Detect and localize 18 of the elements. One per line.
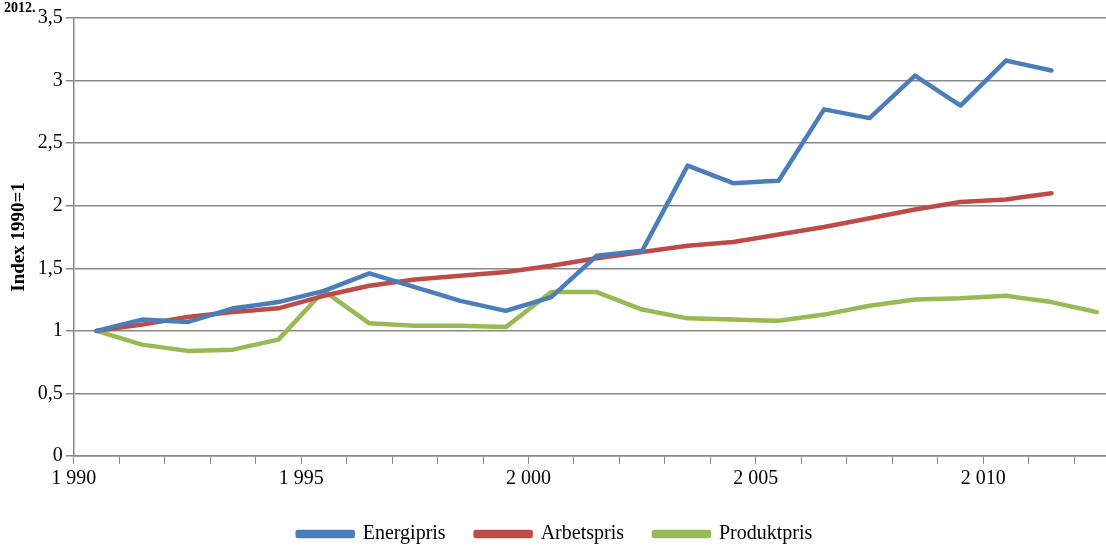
y-tick-label: 2 [52,192,63,215]
y-axis-title: Index 1990=1 [7,182,29,292]
legend-label: Arbetspris [540,521,625,545]
y-tick-label: 1,5 [37,255,63,278]
y-tick-label: 3,5 [37,5,63,28]
text: 2012. [4,0,36,15]
legend-label: Energipris [362,521,446,545]
y-tick-label: 0 [52,443,63,466]
x-tick-label: 2 000 [506,466,552,489]
legend-label: Produktpris [718,521,813,545]
x-tick-label: 1 990 [51,466,97,489]
y-tick-label: 1 [52,318,63,341]
x-tick-label: 2 005 [733,466,779,489]
y-tick-label: 2,5 [37,130,63,153]
y-tick-label: 0,5 [37,380,63,403]
x-tick-label: 2 010 [960,466,1006,489]
x-tick-label: 1 995 [278,466,324,489]
y-tick-label: 3 [52,67,63,90]
